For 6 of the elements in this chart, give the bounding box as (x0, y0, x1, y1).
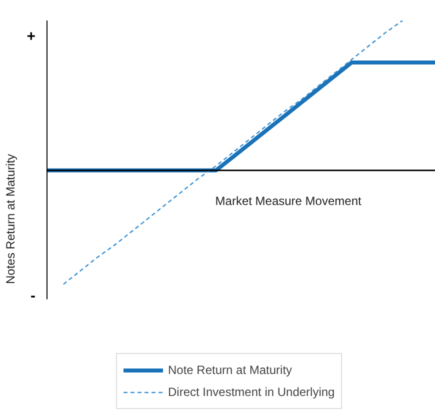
legend-label: Note Return at Maturity (168, 363, 292, 377)
text: + (26, 28, 36, 45)
y-axis-title: Notes Return at Maturity (4, 154, 18, 284)
legend-label: Direct Investment in Underlying (168, 385, 335, 399)
x-axis-title: Market Measure Movement (215, 194, 362, 208)
text: - (30, 287, 36, 304)
